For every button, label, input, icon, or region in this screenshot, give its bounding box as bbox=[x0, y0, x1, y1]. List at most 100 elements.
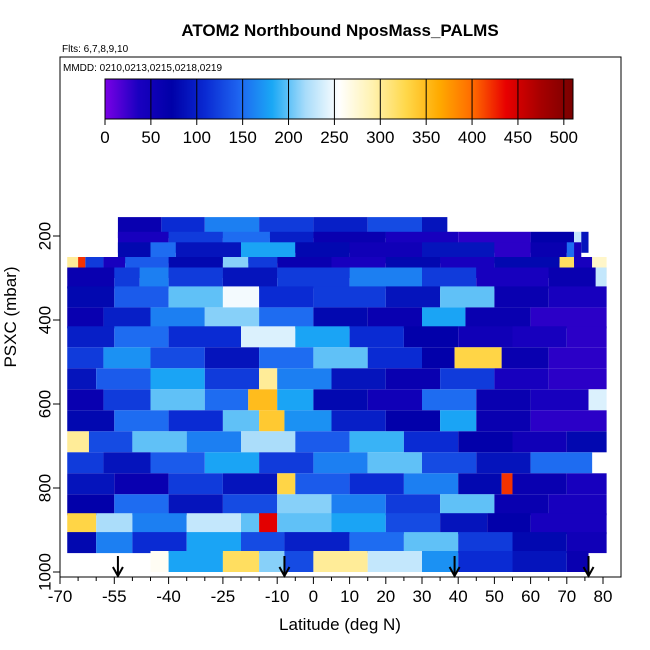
heatmap-cell bbox=[67, 286, 115, 308]
heatmap-cell bbox=[476, 389, 531, 411]
heatmap-cell bbox=[114, 326, 169, 348]
heatmap-cell bbox=[103, 307, 151, 329]
heatmap-cell bbox=[313, 452, 368, 474]
heatmap-cell bbox=[284, 410, 332, 432]
heatmap-cell bbox=[476, 410, 531, 432]
heatmap-cell bbox=[566, 532, 607, 554]
heatmap-cell bbox=[67, 267, 115, 289]
flight-marker-arrowhead bbox=[448, 566, 461, 579]
heatmap-cell bbox=[422, 551, 459, 572]
heatmap-cell bbox=[96, 532, 133, 554]
heatmap-cell bbox=[150, 368, 205, 390]
heatmap-cell bbox=[476, 452, 531, 474]
colorbar-tick-label: 150 bbox=[228, 128, 256, 147]
heatmap-cell bbox=[248, 389, 278, 411]
heatmap-cell bbox=[440, 286, 495, 308]
flight-marker-arrowhead bbox=[582, 566, 595, 579]
heatmap-cell bbox=[530, 513, 607, 535]
heatmap-cell bbox=[367, 307, 422, 329]
x-tick-label: -10 bbox=[265, 587, 290, 606]
heatmap-cell bbox=[313, 307, 368, 329]
heatmap-cell bbox=[259, 347, 314, 369]
heatmap-cell bbox=[186, 532, 241, 554]
heatmap-cell bbox=[440, 513, 488, 535]
heatmap-cell bbox=[150, 551, 169, 572]
heatmap-cell bbox=[222, 286, 260, 308]
plot-area bbox=[67, 217, 607, 572]
x-tick-label: 40 bbox=[449, 587, 468, 606]
heatmap-cell bbox=[67, 389, 104, 411]
heatmap-cell bbox=[501, 347, 549, 369]
heatmap-cell bbox=[349, 267, 422, 289]
heatmap-cell bbox=[530, 452, 593, 474]
heatmap-cell bbox=[595, 267, 607, 289]
heatmap-cell bbox=[331, 410, 386, 432]
y-tick-label: 600 bbox=[35, 390, 54, 418]
colorbar-tick-label: 300 bbox=[366, 128, 394, 147]
x-tick-label: -55 bbox=[102, 587, 127, 606]
flights-label: Flts: 6,7,8,9,10 bbox=[62, 44, 129, 55]
heatmap-cell bbox=[150, 389, 205, 411]
x-tick-label: -25 bbox=[211, 587, 236, 606]
heatmap-cell bbox=[67, 326, 115, 348]
heatmap-cell bbox=[574, 242, 582, 264]
heatmap-cell bbox=[458, 326, 513, 348]
heatmap-cell bbox=[277, 267, 350, 289]
x-tick-label: 50 bbox=[485, 587, 504, 606]
y-tick-label: 200 bbox=[35, 222, 54, 250]
heatmap-cell bbox=[132, 532, 187, 554]
heatmap-cell bbox=[259, 410, 285, 432]
heatmap-cell bbox=[313, 389, 368, 411]
chart-title: ATOM2 Northbound NposMass_PALMS bbox=[181, 21, 498, 40]
heatmap-cell bbox=[259, 551, 285, 572]
heatmap-cell bbox=[512, 431, 567, 453]
heatmap-cell bbox=[67, 532, 97, 554]
heatmap-cell bbox=[512, 473, 567, 495]
heatmap-cell bbox=[277, 494, 332, 516]
dates-label: MMDD: 0210,0213,0215,0218,0219 bbox=[63, 63, 222, 74]
heatmap-cell bbox=[222, 410, 260, 432]
heatmap-cell bbox=[548, 267, 596, 289]
heatmap-cell bbox=[566, 242, 575, 264]
heatmap-cell bbox=[331, 368, 386, 390]
heatmap-cell bbox=[566, 326, 607, 348]
heatmap-cell bbox=[241, 326, 296, 348]
heatmap-cell bbox=[139, 267, 169, 289]
heatmap-cell bbox=[103, 389, 151, 411]
heatmap-cell bbox=[150, 452, 205, 474]
heatmap-cell bbox=[385, 410, 441, 432]
heatmap-cell bbox=[367, 347, 422, 369]
heatmap-cell bbox=[277, 513, 332, 535]
colorbar-tick-label: 200 bbox=[274, 128, 302, 147]
x-tick-label: 0 bbox=[309, 587, 318, 606]
colorbar-tick-label: 250 bbox=[320, 128, 348, 147]
heatmap-cell bbox=[222, 267, 278, 289]
heatmap-cell bbox=[103, 347, 151, 369]
heatmap-cell bbox=[277, 473, 296, 495]
heatmap-cell bbox=[114, 286, 169, 308]
x-tick-label: -40 bbox=[156, 587, 181, 606]
heatmap-cell bbox=[277, 389, 314, 411]
heatmap-cell bbox=[403, 532, 459, 554]
heatmap-cell bbox=[566, 431, 607, 453]
heatmap-cell bbox=[67, 307, 104, 329]
flight-start-markers bbox=[112, 556, 595, 579]
heatmap-cell bbox=[501, 473, 513, 495]
heatmap-cell bbox=[241, 513, 260, 535]
heatmap-cell bbox=[132, 431, 187, 453]
heatmap-cell bbox=[259, 513, 278, 535]
heatmap-bands bbox=[67, 217, 607, 572]
y-tick-label: 400 bbox=[35, 306, 54, 334]
heatmap-cell bbox=[440, 410, 477, 432]
colorbar-tick-label: 450 bbox=[504, 128, 532, 147]
heatmap-cell bbox=[150, 307, 205, 329]
heatmap-cell bbox=[548, 494, 607, 516]
x-tick-label: -70 bbox=[48, 587, 73, 606]
x-tick-label: 60 bbox=[521, 587, 540, 606]
x-tick-label: 80 bbox=[594, 587, 613, 606]
heatmap-cell bbox=[168, 326, 241, 348]
heatmap-cell bbox=[96, 513, 133, 535]
heatmap-cell bbox=[494, 494, 549, 516]
heatmap-cell bbox=[566, 551, 589, 572]
heatmap-cell bbox=[284, 551, 314, 572]
